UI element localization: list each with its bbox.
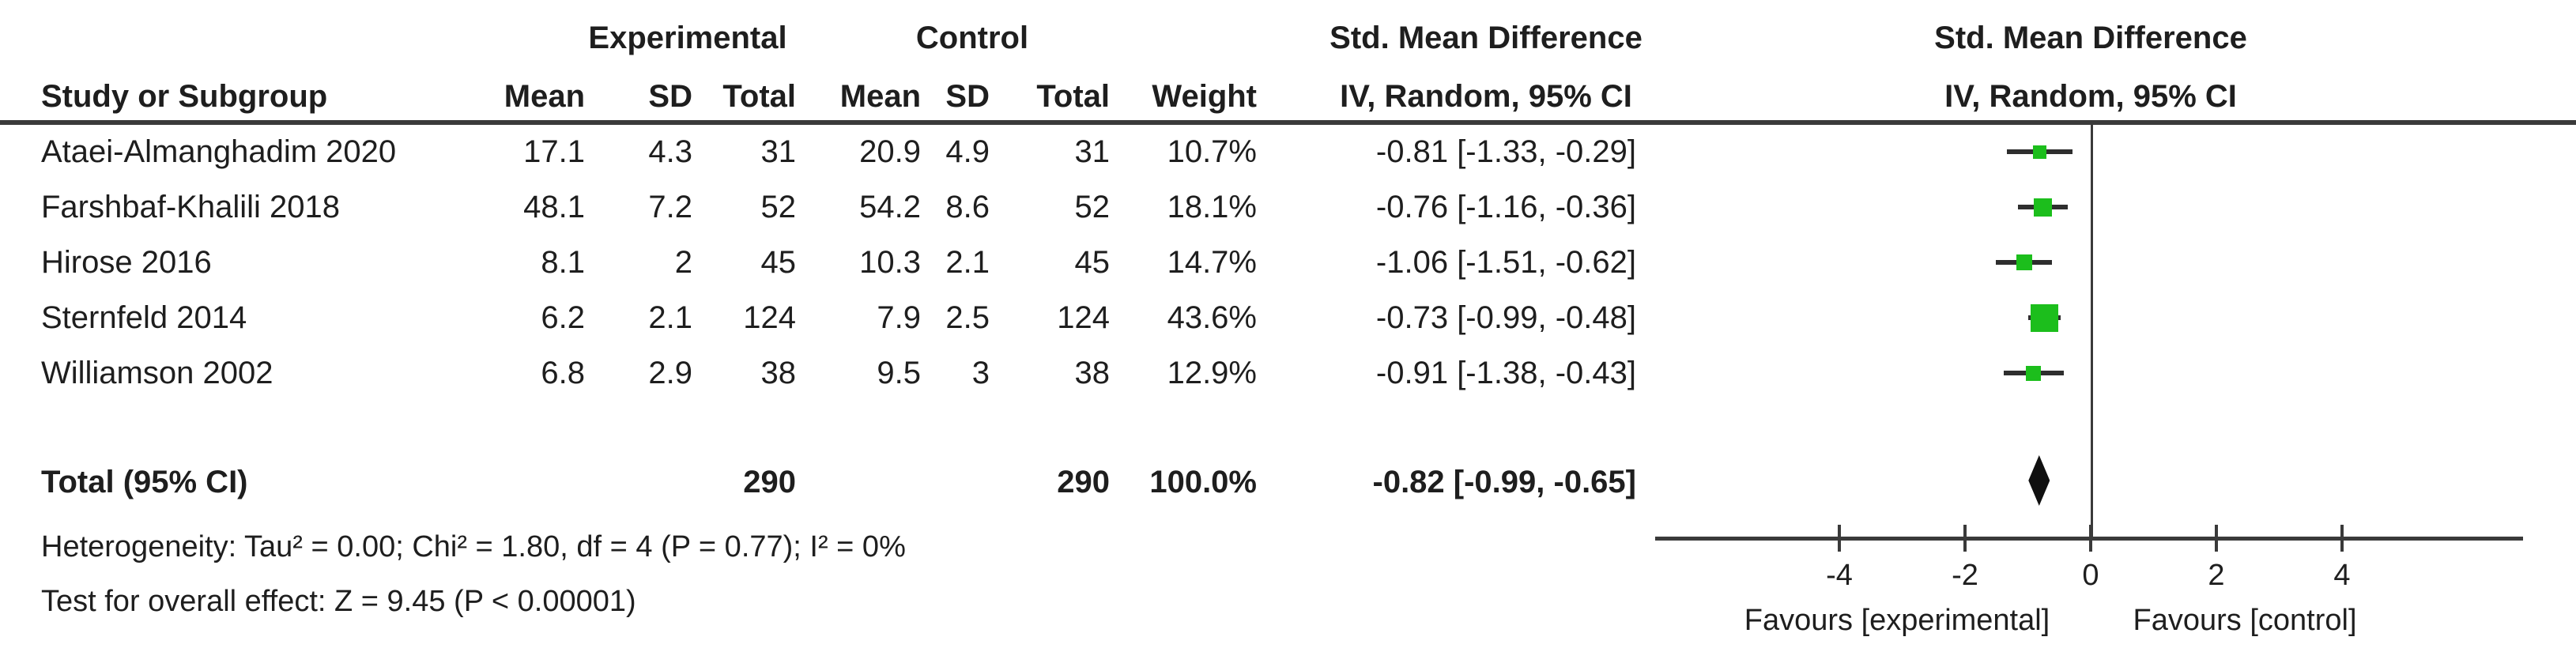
exp-mean-value: 8.1 [541,245,585,280]
exp-mean-value: 48.1 [523,190,585,224]
axis-tick [2340,525,2344,552]
col-header-ctrl-sd: SD [945,79,990,114]
study-name: Farshbaf-Khalili 2018 [41,190,340,224]
group-header-experimental: Experimental [588,21,787,55]
ctrl-total-value: 52 [1074,190,1111,224]
ctrl-mean-value: 10.3 [859,245,921,280]
study-name: Williamson 2002 [41,356,273,390]
favours-control-label: Favours [control] [2133,604,2357,637]
axis-tick [1838,525,1841,552]
favours-experimental-label: Favours [experimental] [1744,604,2050,637]
col-header-iv-left: IV, Random, 95% CI [1340,79,1632,114]
weight-value: 43.6% [1167,300,1257,335]
ctrl-sd-value: 3 [971,356,990,390]
col-header-iv-right: IV, Random, 95% CI [1944,79,2237,114]
axis-tick-label: 2 [2208,559,2225,592]
col-header-exp-total: Total [722,79,796,114]
ctrl-mean-value: 9.5 [877,356,921,390]
effect-square [2026,365,2042,381]
axis-tick [1963,525,1967,552]
exp-total-value: 31 [760,134,797,169]
effect-square [2016,254,2032,270]
study-name: Sternfeld 2014 [41,300,247,335]
summary-diamond [2028,455,2050,506]
axis-tick-label: 0 [2082,559,2099,592]
heterogeneity-text: Heterogeneity: Tau² = 0.00; Chi² = 1.80,… [41,530,906,563]
exp-mean-value: 6.8 [541,356,585,390]
plot-title-smd-right: Std. Mean Difference [1934,21,2247,55]
exp-sd-value: 4.3 [648,134,692,169]
zero-line [2091,125,2093,541]
study-name: Ataei-Almanghadim 2020 [41,134,397,169]
smd-ci-value: -0.73 [-0.99, -0.48] [1375,300,1636,335]
weight-value: 12.9% [1167,356,1257,390]
exp-sd-value: 7.2 [648,190,692,224]
ctrl-mean-value: 7.9 [877,300,921,335]
exp-total-value: 45 [760,245,797,280]
column-title-smd-left: Std. Mean Difference [1329,21,1643,55]
weight-value: 18.1% [1167,190,1257,224]
ctrl-total-value: 124 [1057,300,1110,335]
col-header-ctrl-total: Total [1036,79,1110,114]
exp-mean-value: 17.1 [523,134,585,169]
study-name: Hirose 2016 [41,245,212,280]
weight-value: 14.7% [1167,245,1257,280]
weight-value: 10.7% [1167,134,1257,169]
col-header-weight: Weight [1152,79,1257,114]
total-smd-value: -0.82 [-0.99, -0.65] [1372,465,1637,499]
exp-sd-value: 2.1 [648,300,692,335]
col-header-exp-sd: SD [648,79,692,114]
exp-total-value: 38 [760,356,797,390]
exp-mean-value: 6.2 [541,300,585,335]
smd-ci-value: -0.91 [-1.38, -0.43] [1375,356,1636,390]
axis-tick-label: -4 [1826,559,1853,592]
effect-square [2033,145,2047,159]
overall-effect-text: Test for overall effect: Z = 9.45 (P < 0… [41,585,636,618]
ctrl-total-value: 45 [1074,245,1111,280]
total-weight: 100.0% [1149,465,1257,499]
exp-sd-value: 2 [674,245,692,280]
effect-square [2031,303,2059,332]
group-header-control: Control [915,21,1029,55]
effect-square [2034,198,2053,217]
smd-ci-value: -1.06 [-1.51, -0.62] [1375,245,1636,280]
ctrl-mean-value: 54.2 [859,190,921,224]
smd-ci-value: -0.76 [-1.16, -0.36] [1375,190,1636,224]
axis-tick-label: -2 [1952,559,1978,592]
col-header-ctrl-mean: Mean [839,79,921,114]
col-header-exp-mean: Mean [504,79,585,114]
axis-tick-label: 4 [2333,559,2351,592]
ctrl-total-value: 31 [1074,134,1111,169]
ctrl-sd-value: 2.5 [945,300,990,335]
total-row-label: Total (95% CI) [41,465,248,499]
smd-ci-value: -0.81 [-1.33, -0.29] [1375,134,1636,169]
total-exp-total: 290 [743,465,796,499]
ctrl-sd-value: 4.9 [945,134,990,169]
exp-total-value: 124 [743,300,796,335]
ctrl-sd-value: 8.6 [945,190,990,224]
ctrl-total-value: 38 [1074,356,1111,390]
ctrl-mean-value: 20.9 [859,134,921,169]
total-ctrl-total: 290 [1057,465,1110,499]
exp-total-value: 52 [760,190,797,224]
ctrl-sd-value: 2.1 [945,245,990,280]
exp-sd-value: 2.9 [648,356,692,390]
header-rule [0,120,2576,125]
col-header-study: Study or Subgroup [41,79,328,114]
axis-tick [2215,525,2218,552]
axis-tick [2089,525,2092,552]
